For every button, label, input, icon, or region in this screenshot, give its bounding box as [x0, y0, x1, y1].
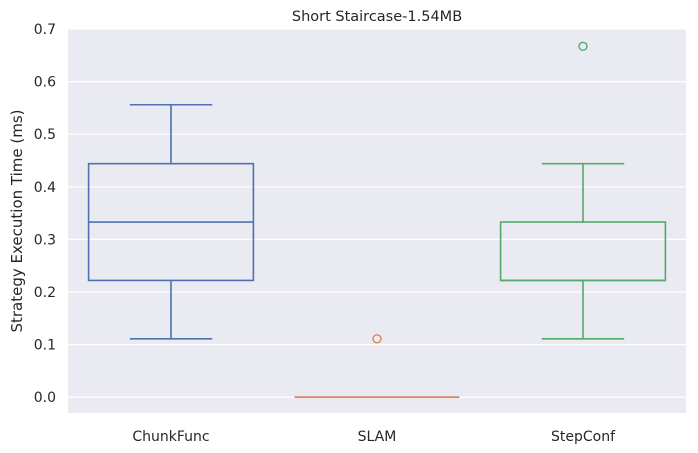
y-axis-label: Strategy Execution Time (ms) — [8, 109, 26, 332]
y-tick-label: 0.0 — [34, 390, 56, 406]
box-slam — [294, 334, 460, 399]
x-tick-label: ChunkFunc — [132, 429, 209, 445]
y-tick-label: 0.3 — [34, 232, 56, 248]
plot-area — [68, 29, 686, 413]
x-axis-ticks: ChunkFunc SLAM StepConf — [132, 429, 616, 445]
y-tick-label: 0.2 — [34, 285, 56, 301]
y-tick-label: 0.6 — [34, 75, 56, 91]
y-tick-label: 0.4 — [34, 180, 56, 196]
box-chunkfunc — [87, 103, 255, 340]
y-tick-label: 0.1 — [34, 338, 56, 354]
box-stepconf — [499, 41, 667, 340]
y-axis-ticks: 0.0 0.1 0.2 0.3 0.4 0.5 0.6 0.7 — [34, 22, 56, 406]
y-tick-label: 0.5 — [34, 127, 56, 143]
outlier-point — [578, 41, 588, 52]
x-tick-label: SLAM — [358, 429, 397, 445]
outlier-point — [372, 334, 382, 344]
boxes — [87, 41, 667, 399]
x-tick-label: StepConf — [551, 429, 616, 445]
chart-title: Short Staircase-1.54MB — [292, 9, 462, 25]
y-tick-label: 0.7 — [34, 22, 56, 38]
